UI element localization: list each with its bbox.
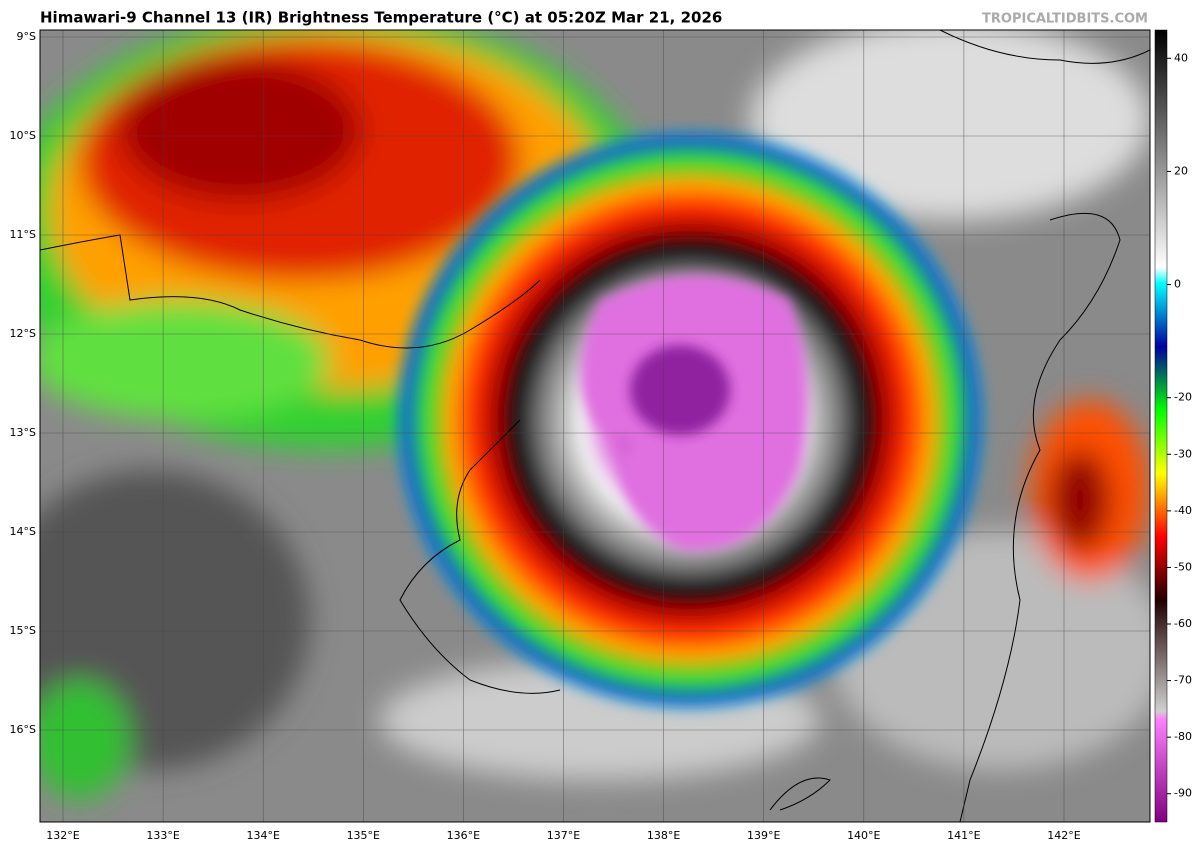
lon-label: 134°E	[246, 829, 279, 842]
map-frame	[39, 29, 1151, 823]
lat-label: 14°S	[10, 525, 36, 538]
colorbar-tick-label: -60	[1174, 617, 1192, 630]
lon-label: 136°E	[447, 829, 480, 842]
lon-label: 141°E	[947, 829, 980, 842]
lon-label: 139°E	[747, 829, 780, 842]
lon-label: 140°E	[847, 829, 880, 842]
colorbar-tick-label: -40	[1174, 504, 1192, 517]
colorbar-tick-label: -50	[1174, 560, 1192, 573]
lon-label: 133°E	[146, 829, 179, 842]
colorbar-tick-label: -70	[1174, 674, 1192, 687]
lat-label: 10°S	[10, 129, 36, 142]
colorbar-tick-label: 0	[1174, 278, 1181, 291]
satellite-image	[40, 30, 1150, 822]
lat-label: 12°S	[10, 327, 36, 340]
watermark: TROPICALTIDBITS.COM	[982, 12, 1148, 27]
colorbar-tick-label: -90	[1174, 787, 1192, 800]
lon-label: 135°E	[347, 829, 380, 842]
colorbar-tick-label: -80	[1174, 730, 1192, 743]
colorbar-tick-label: 20	[1174, 164, 1188, 177]
title: Himawari-9 Channel 13 (IR) Brightness Te…	[40, 9, 722, 27]
lat-label: 11°S	[10, 228, 36, 241]
lat-label: 13°S	[10, 426, 36, 439]
lat-label: 15°S	[10, 624, 36, 637]
colorbar-tick-label: -20	[1174, 391, 1192, 404]
lon-label: 142°E	[1047, 829, 1080, 842]
colorbar	[1154, 29, 1168, 823]
colorbar-tick-label: 40	[1174, 51, 1188, 64]
lon-label: 137°E	[547, 829, 580, 842]
lat-label: 16°S	[10, 723, 36, 736]
colorbar-tick-label: -30	[1174, 447, 1192, 460]
lon-label: 132°E	[46, 829, 79, 842]
lat-label: 9°S	[17, 30, 36, 43]
lon-label: 138°E	[647, 829, 680, 842]
